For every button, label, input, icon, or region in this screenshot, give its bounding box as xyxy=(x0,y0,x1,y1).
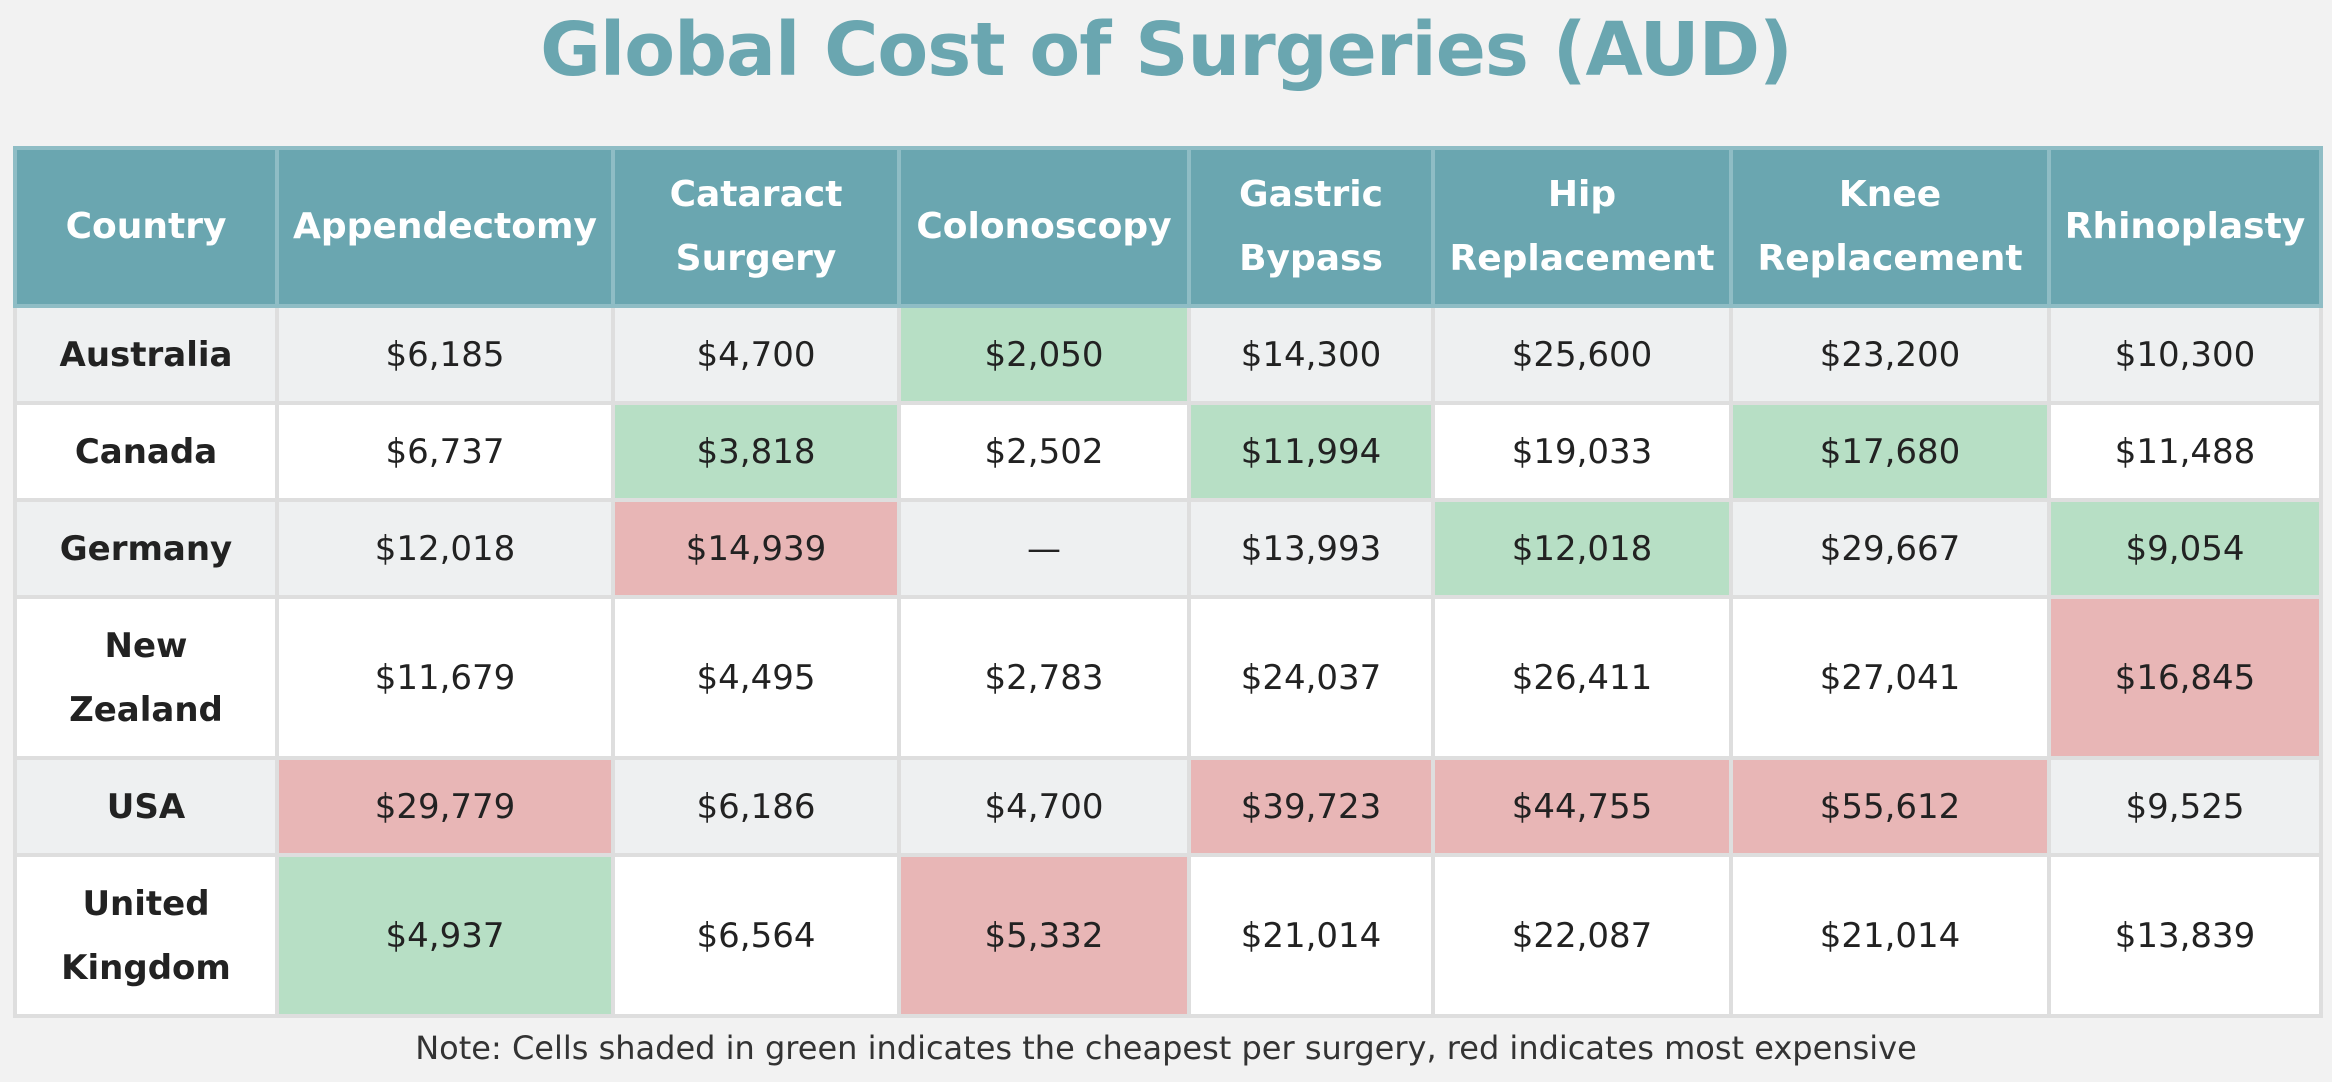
cost-cell-cataract-surgery: $6,186 xyxy=(611,756,901,857)
cost-cell-gastric-bypass: $24,037 xyxy=(1187,595,1435,760)
cost-cell-hip-replacement: $19,033 xyxy=(1431,401,1733,502)
cost-cell-appendectomy: $12,018 xyxy=(275,498,615,599)
cost-cell-rhinoplasty: $9,054 xyxy=(2047,498,2323,599)
cost-cell-colonoscopy: $2,783 xyxy=(897,595,1191,760)
chart-title: Global Cost of Surgeries (AUD) xyxy=(540,7,1793,93)
cost-cell-colonoscopy: $2,050 xyxy=(897,304,1191,405)
cost-cell-appendectomy: $6,737 xyxy=(275,401,615,502)
cost-cell-knee-replacement: $29,667 xyxy=(1729,498,2051,599)
cost-cell-hip-replacement: $22,087 xyxy=(1431,853,1733,1018)
table-body: Australia $6,185 $4,700 $2,050 $14,300 $25,60… xyxy=(13,304,2323,1018)
cost-cell-appendectomy: $6,185 xyxy=(275,304,615,405)
cost-cell-hip-replacement: $44,755 xyxy=(1431,756,1733,857)
cost-cell-rhinoplasty: $11,488 xyxy=(2047,401,2323,502)
cost-cell-colonoscopy: $4,700 xyxy=(897,756,1191,857)
country-cell: Canada xyxy=(13,401,279,502)
column-header-appendectomy: Appendectomy xyxy=(275,146,615,308)
cost-cell-rhinoplasty: $10,300 xyxy=(2047,304,2323,405)
cost-cell-cataract-surgery: $6,564 xyxy=(611,853,901,1018)
cost-cell-appendectomy: $11,679 xyxy=(275,595,615,760)
country-cell: USA xyxy=(13,756,279,857)
cost-cell-rhinoplasty: $13,839 xyxy=(2047,853,2323,1018)
cost-cell-cataract-surgery: $14,939 xyxy=(611,498,901,599)
column-header-cataract-surgery: Cataract Surgery xyxy=(611,146,901,308)
country-cell: Australia xyxy=(13,304,279,405)
cost-cell-knee-replacement: $27,041 xyxy=(1729,595,2051,760)
table-row: Germany $12,018 $14,939— $13,993 $12,018 $29,… xyxy=(13,498,2323,599)
cost-cell-gastric-bypass: $39,723 xyxy=(1187,756,1435,857)
cost-cell-colonoscopy: — xyxy=(897,498,1191,599)
column-header-country: Country xyxy=(13,146,279,308)
cost-cell-gastric-bypass: $11,994 xyxy=(1187,401,1435,502)
column-header-gastric-bypass: Gastric Bypass xyxy=(1187,146,1435,308)
cost-cell-gastric-bypass: $21,014 xyxy=(1187,853,1435,1018)
column-header-hip-replacement: Hip Replacement xyxy=(1431,146,1733,308)
cost-cell-hip-replacement: $26,411 xyxy=(1431,595,1733,760)
cost-cell-cataract-surgery: $4,495 xyxy=(611,595,901,760)
cost-cell-rhinoplasty: $9,525 xyxy=(2047,756,2323,857)
cost-cell-hip-replacement: $12,018 xyxy=(1431,498,1733,599)
cost-cell-rhinoplasty: $16,845 xyxy=(2047,595,2323,760)
table-row: USA $29,779 $6,186 $4,700 $39,723 $44,755 $55,… xyxy=(13,756,2323,857)
table-row: Australia $6,185 $4,700 $2,050 $14,300 $25,60… xyxy=(13,304,2323,405)
cost-cell-appendectomy: $29,779 xyxy=(275,756,615,857)
cost-cell-gastric-bypass: $13,993 xyxy=(1187,498,1435,599)
cost-cell-knee-replacement: $17,680 xyxy=(1729,401,2051,502)
column-header-rhinoplasty: Rhinoplasty xyxy=(2047,146,2323,308)
cost-cell-hip-replacement: $25,600 xyxy=(1431,304,1733,405)
cost-cell-knee-replacement: $55,612 xyxy=(1729,756,2051,857)
table-row: Canada $6,737 $3,818 $2,502 $11,994 $19,033 $1… xyxy=(13,401,2323,502)
country-cell: United Kingdom xyxy=(13,853,279,1018)
surgery-cost-table: Country Appendectomy Cataract Surgery Co… xyxy=(13,146,2323,1018)
column-header-knee-replacement: Knee Replacement xyxy=(1729,146,2051,308)
cost-cell-cataract-surgery: $3,818 xyxy=(611,401,901,502)
cost-cell-knee-replacement: $21,014 xyxy=(1729,853,2051,1018)
country-cell: Germany xyxy=(13,498,279,599)
table-note: Note: Cells shaded in green indicates th… xyxy=(415,1029,1917,1067)
column-header-colonoscopy: Colonoscopy xyxy=(897,146,1191,308)
table-row: United Kingdom $4,937 $6,564 $5,332 $21,014 $… xyxy=(13,853,2323,1018)
cost-cell-knee-replacement: $23,200 xyxy=(1729,304,2051,405)
cost-cell-appendectomy: $4,937 xyxy=(275,853,615,1018)
table-header-row: Country Appendectomy Cataract Surgery Co… xyxy=(13,146,2323,308)
country-cell: New Zealand xyxy=(13,595,279,760)
cost-cell-gastric-bypass: $14,300 xyxy=(1187,304,1435,405)
cost-cell-colonoscopy: $2,502 xyxy=(897,401,1191,502)
cost-cell-colonoscopy: $5,332 xyxy=(897,853,1191,1018)
cost-cell-cataract-surgery: $4,700 xyxy=(611,304,901,405)
table-row: New Zealand $11,679 $4,495 $2,783 $24,037 $26… xyxy=(13,595,2323,760)
